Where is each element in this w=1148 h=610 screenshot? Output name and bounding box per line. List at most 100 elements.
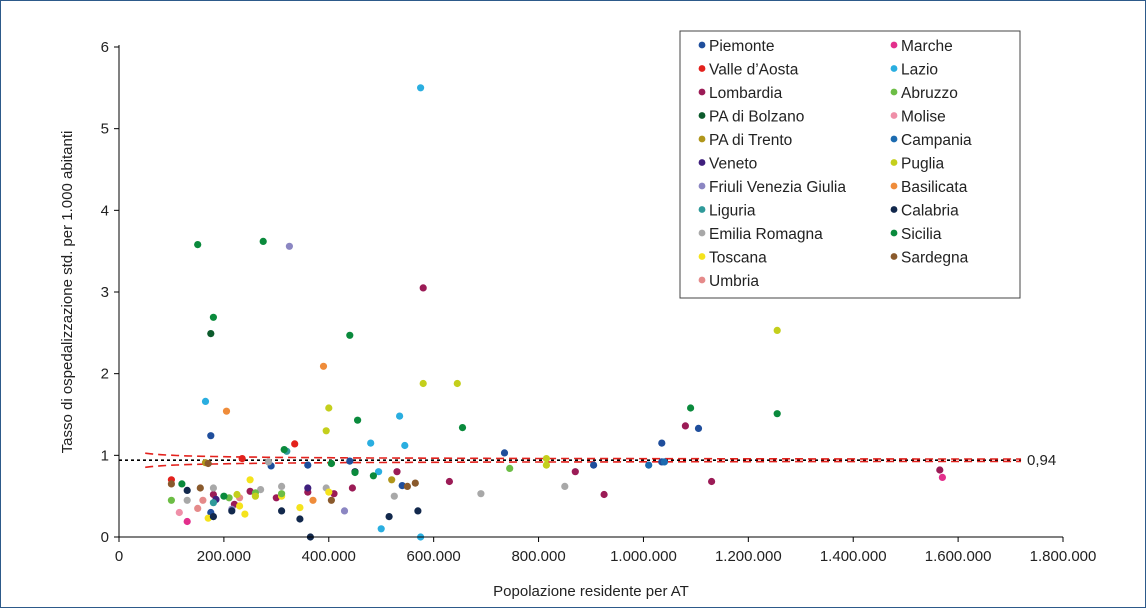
data-point [346,457,354,465]
data-point [403,482,411,490]
legend-box [679,30,1021,299]
legend-label: Umbria [709,273,759,290]
data-point [183,486,191,494]
data-point [660,458,669,466]
y-tick-label: 5 [101,121,109,138]
x-tick-label: 1.000.000 [610,548,677,565]
legend-label: Piemonte [709,38,774,55]
legend-marker [890,88,898,96]
data-point [393,468,401,476]
data-point [233,490,241,499]
data-point [590,461,598,469]
data-point [322,427,330,435]
legend-label: Calabria [901,203,959,220]
legend-marker [698,88,706,96]
data-point [278,482,286,490]
x-tick-label: 400.000 [302,548,356,565]
y-tick-label: 3 [101,284,109,301]
data-point [167,480,175,488]
data-point [246,476,254,484]
data-point [264,458,273,466]
data-point [390,492,398,500]
legend-label: Toscana [709,250,767,267]
data-point [375,468,383,476]
y-tick-label: 0 [101,529,109,546]
data-point [694,424,703,432]
data-point [167,496,175,504]
data-point [506,464,514,472]
data-point [199,496,207,504]
data-point [340,507,349,515]
data-point [175,508,183,517]
data-point [936,466,944,474]
legend-marker [698,65,706,72]
x-tick-label: 1.800.000 [1030,548,1097,565]
data-point [278,507,286,515]
data-point [414,507,422,515]
x-tick-label: 1.600.000 [925,548,992,565]
data-point [687,404,695,412]
data-point [319,362,328,370]
data-point [238,455,246,463]
data-point [228,507,236,515]
data-point [194,241,202,249]
data-point [708,477,716,486]
data-point [251,492,259,500]
data-point [600,490,608,499]
legend-label: Lazio [901,62,938,79]
legend-label: PA di Bolzano [709,109,804,126]
x-tick-label: 1.200.000 [715,548,782,565]
data-point [681,422,690,430]
data-point [453,379,461,388]
legend-label: Campania [901,132,972,149]
data-point [377,525,385,533]
legend-marker [890,206,898,213]
data-point [500,449,509,457]
legend-label: Lombardia [709,85,783,102]
data-point [325,488,333,496]
data-point [296,515,304,523]
data-point [209,499,217,507]
data-point [354,416,362,424]
legend-marker [698,135,706,143]
legend-marker [698,206,706,213]
data-point [236,502,244,510]
data-point [194,504,202,512]
data-point [396,412,404,420]
data-point [773,326,781,334]
data-point [278,490,286,498]
data-point [259,237,267,245]
data-point [285,242,293,250]
legend-marker [890,253,898,260]
legend-marker [890,159,898,166]
y-tick-label: 1 [101,447,109,464]
legend-label: Molise [901,109,946,126]
data-point [561,482,569,490]
legend-label: Emilia Romagna [709,226,823,243]
x-tick-label: 600.000 [407,548,461,565]
data-point [458,424,467,432]
y-tick-label: 4 [101,202,109,219]
data-point [477,490,485,498]
data-point [291,440,299,448]
legend-label: Basilicata [901,179,968,196]
data-point [388,476,396,484]
data-point [385,513,393,521]
legend-label: Valle d’Aosta [709,62,799,79]
data-point [411,479,419,487]
data-point [542,455,551,463]
data-point [645,461,653,469]
legend: Piemonte Valle d’Aosta Lombardia PA di Bolz… [679,30,1021,299]
legend-label: Liguria [709,203,756,220]
data-point [204,459,212,468]
data-point [207,432,215,440]
legend-marker [698,253,706,260]
legend-marker [890,112,898,119]
data-point [658,439,666,447]
data-point [296,504,304,512]
legend-label: PA di Trento [709,132,792,149]
legend-label: Abruzzo [901,85,958,102]
data-point [571,468,579,476]
data-point [257,486,265,494]
